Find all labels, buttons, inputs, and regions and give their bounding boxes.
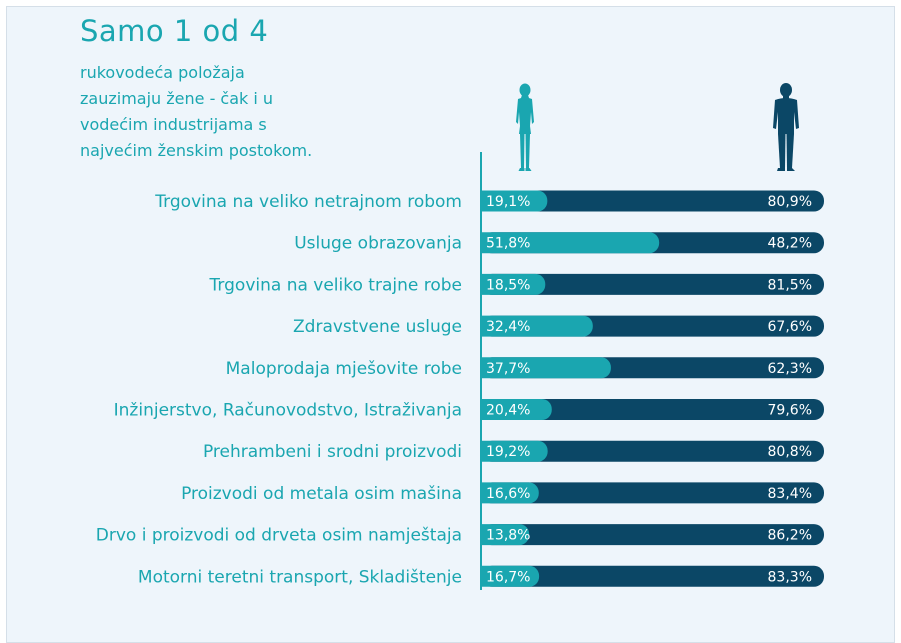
woman-silhouette-icon [516,83,534,171]
women-bar [482,482,539,504]
men-bar [482,524,824,546]
women-value-label: 19,2% [486,444,530,460]
subtitle-line: zauzimaju žene - čak i u [80,89,274,108]
women-bar [482,399,552,420]
subtitle-line: vodećim industrijama s [80,115,267,134]
women-value-label: 13,8% [486,528,530,544]
category-label: Prehrambeni i srodni proizvodi [203,442,462,462]
women-bar [482,315,593,337]
category-label: Proizvodi od metala osim mašina [181,484,462,504]
women-bar [482,232,660,254]
women-bar [482,190,548,212]
women-value-label: 16,6% [486,486,530,502]
women-bar [482,524,530,546]
category-label: Trgovina na veliko netrajnom robom [154,192,462,212]
women-value-label: 18,5% [486,277,530,293]
men-bar [482,190,824,212]
category-label: Zdravstvene usluge [293,317,462,337]
category-label: Usluge obrazovanja [294,234,462,254]
women-value-label: 19,1% [486,194,530,210]
men-value-label: 79,6% [768,403,812,419]
subtitle-line: rukovodeća položaja [80,63,245,82]
subtitle: rukovodeća položaja zauzimaju žene - čak… [80,60,380,164]
men-bar [482,399,824,420]
men-bar [482,273,824,295]
women-value-label: 32,4% [486,319,530,335]
category-label: Inžinjerstvo, Računovodstvo, Istraživanj… [114,401,462,421]
men-value-label: 67,6% [768,319,812,335]
women-bar [482,440,548,462]
women-value-label: 37,7% [486,361,530,377]
men-value-label: 86,2% [768,528,812,544]
women-value-label: 20,4% [486,403,530,419]
men-bar [482,482,824,504]
women-value-label: 16,7% [486,569,530,585]
category-label: Motorni teretni transport, Skladištenje [138,567,462,587]
category-label: Trgovina na veliko trajne robe [209,275,462,295]
subtitle-line: najvećim ženskim postokom. [80,141,313,160]
men-value-label: 80,9% [768,194,812,210]
man-silhouette-icon [773,83,799,171]
men-value-label: 48,2% [768,236,812,252]
women-bar [482,565,540,587]
women-bar [482,273,546,295]
men-bar [482,440,824,462]
category-label: Maloprodaja mješovite robe [226,359,462,379]
page-title: Samo 1 od 4 [80,14,269,48]
men-value-label: 62,3% [768,361,812,377]
men-value-label: 83,3% [768,569,812,585]
category-label: Drvo i proizvodi od drveta osim namješta… [96,526,462,546]
women-bar [482,357,611,379]
men-value-label: 80,8% [768,444,812,460]
men-bar [482,565,824,587]
women-value-label: 51,8% [486,236,530,252]
men-value-label: 81,5% [768,277,812,293]
men-value-label: 83,4% [768,486,812,502]
